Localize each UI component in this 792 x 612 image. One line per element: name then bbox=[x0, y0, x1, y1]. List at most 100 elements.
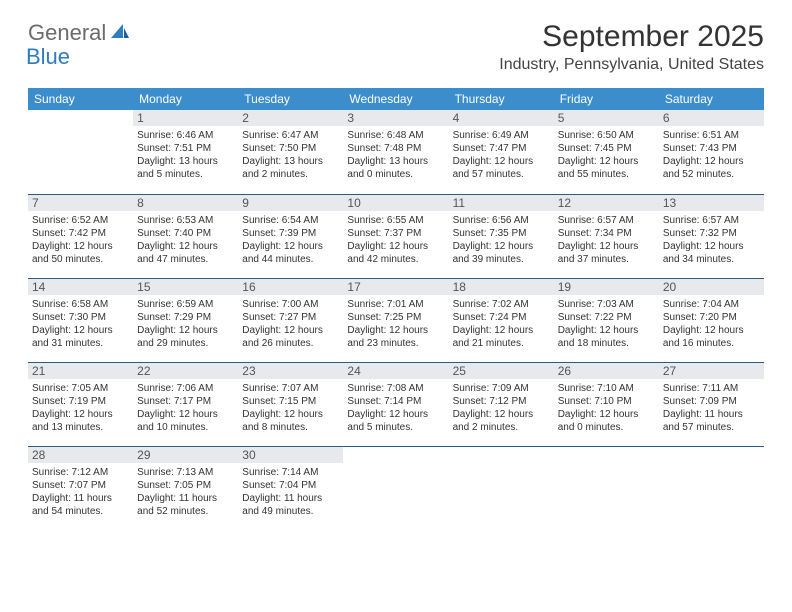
day-number: 19 bbox=[554, 279, 659, 295]
day-info: Sunrise: 7:04 AMSunset: 7:20 PMDaylight:… bbox=[663, 298, 760, 350]
day-info: Sunrise: 6:49 AMSunset: 7:47 PMDaylight:… bbox=[453, 129, 550, 181]
calendar-row: 7 Sunrise: 6:52 AMSunset: 7:42 PMDaylight… bbox=[28, 194, 764, 278]
calendar-cell: 24Sunrise: 7:08 AMSunset: 7:14 PMDayligh… bbox=[343, 362, 448, 446]
calendar-cell: 20Sunrise: 7:04 AMSunset: 7:20 PMDayligh… bbox=[659, 278, 764, 362]
calendar-cell: 27Sunrise: 7:11 AMSunset: 7:09 PMDayligh… bbox=[659, 362, 764, 446]
calendar-cell: 2Sunrise: 6:47 AMSunset: 7:50 PMDaylight… bbox=[238, 110, 343, 194]
day-number: 10 bbox=[343, 195, 448, 211]
calendar-cell: 18 Sunrise: 7:02 AMSunset: 7:24 PMDayligh… bbox=[449, 278, 554, 362]
weekday-header-row: SundayMondayTuesdayWednesdayThursdayFrid… bbox=[28, 88, 764, 110]
day-info: Sunrise: 7:12 AMSunset: 7:07 PMDaylight:… bbox=[32, 466, 129, 518]
title-block: September 2025 Industry, Pennsylvania, U… bbox=[499, 20, 764, 74]
day-info: Sunrise: 7:02 AMSunset: 7:24 PMDaylight:… bbox=[453, 298, 550, 350]
day-info: Sunrise: 7:01 AMSunset: 7:25 PMDaylight:… bbox=[347, 298, 444, 350]
location: Industry, Pennsylvania, United States bbox=[499, 56, 764, 74]
day-info: Sunrise: 7:11 AMSunset: 7:09 PMDaylight:… bbox=[663, 382, 760, 434]
weekday-header: Sunday bbox=[28, 88, 133, 110]
day-number: 1 bbox=[133, 110, 238, 126]
calendar-cell: 23 Sunrise: 7:07 AMSunset: 7:15 PMDayligh… bbox=[238, 362, 343, 446]
day-number: 4 bbox=[449, 110, 554, 126]
day-info: Sunrise: 7:09 AMSunset: 7:12 PMDaylight:… bbox=[453, 382, 550, 434]
day-info: Sunrise: 6:52 AMSunset: 7:42 PMDaylight:… bbox=[32, 214, 129, 266]
calendar-row: 28 Sunrise: 7:12 AMSunset: 7:07 PMDayligh… bbox=[28, 446, 764, 530]
calendar-cell: 28 Sunrise: 7:12 AMSunset: 7:07 PMDayligh… bbox=[28, 446, 133, 530]
day-number: 21 bbox=[28, 363, 133, 379]
header: General September 2025 Industry, Pennsyl… bbox=[28, 20, 764, 74]
calendar-cell: 6Sunrise: 6:51 AMSunset: 7:43 PMDaylight… bbox=[659, 110, 764, 194]
calendar-cell: 7 Sunrise: 6:52 AMSunset: 7:42 PMDaylight… bbox=[28, 194, 133, 278]
calendar-table: SundayMondayTuesdayWednesdayThursdayFrid… bbox=[28, 88, 764, 530]
calendar-cell: 1 Sunrise: 6:46 AMSunset: 7:51 PMDaylight… bbox=[133, 110, 238, 194]
calendar-body: 1 Sunrise: 6:46 AMSunset: 7:51 PMDaylight… bbox=[28, 110, 764, 530]
day-info: Sunrise: 7:10 AMSunset: 7:10 PMDaylight:… bbox=[558, 382, 655, 434]
calendar-cell bbox=[28, 110, 133, 194]
day-number: 8 bbox=[133, 195, 238, 211]
calendar-cell: 17 Sunrise: 7:01 AMSunset: 7:25 PMDayligh… bbox=[343, 278, 448, 362]
weekday-header: Monday bbox=[133, 88, 238, 110]
day-number: 23 bbox=[238, 363, 343, 379]
calendar-cell bbox=[659, 446, 764, 530]
calendar-cell: 9 Sunrise: 6:54 AMSunset: 7:39 PMDaylight… bbox=[238, 194, 343, 278]
weekday-header: Thursday bbox=[449, 88, 554, 110]
day-info: Sunrise: 6:46 AMSunset: 7:51 PMDaylight:… bbox=[137, 129, 234, 181]
weekday-header: Wednesday bbox=[343, 88, 448, 110]
weekday-header: Friday bbox=[554, 88, 659, 110]
day-number: 14 bbox=[28, 279, 133, 295]
calendar-cell: 14 Sunrise: 6:58 AMSunset: 7:30 PMDayligh… bbox=[28, 278, 133, 362]
day-number: 12 bbox=[554, 195, 659, 211]
logo: General bbox=[28, 20, 132, 46]
day-number: 26 bbox=[554, 363, 659, 379]
day-number: 6 bbox=[659, 110, 764, 126]
calendar-cell: 26 Sunrise: 7:10 AMSunset: 7:10 PMDayligh… bbox=[554, 362, 659, 446]
weekday-header: Saturday bbox=[659, 88, 764, 110]
month-title: September 2025 bbox=[499, 20, 764, 54]
calendar-cell: 29Sunrise: 7:13 AMSunset: 7:05 PMDayligh… bbox=[133, 446, 238, 530]
day-info: Sunrise: 7:05 AMSunset: 7:19 PMDaylight:… bbox=[32, 382, 129, 434]
calendar-cell: 10 Sunrise: 6:55 AMSunset: 7:37 PMDayligh… bbox=[343, 194, 448, 278]
calendar-cell: 30 Sunrise: 7:14 AMSunset: 7:04 PMDayligh… bbox=[238, 446, 343, 530]
day-number: 5 bbox=[554, 110, 659, 126]
day-info: Sunrise: 6:57 AMSunset: 7:32 PMDaylight:… bbox=[663, 214, 760, 266]
day-info: Sunrise: 6:48 AMSunset: 7:48 PMDaylight:… bbox=[347, 129, 444, 181]
calendar-row: 1 Sunrise: 6:46 AMSunset: 7:51 PMDaylight… bbox=[28, 110, 764, 194]
calendar-cell bbox=[554, 446, 659, 530]
day-info: Sunrise: 6:56 AMSunset: 7:35 PMDaylight:… bbox=[453, 214, 550, 266]
day-number: 9 bbox=[238, 195, 343, 211]
day-info: Sunrise: 6:53 AMSunset: 7:40 PMDaylight:… bbox=[137, 214, 234, 266]
day-number: 17 bbox=[343, 279, 448, 295]
calendar-cell: 3Sunrise: 6:48 AMSunset: 7:48 PMDaylight… bbox=[343, 110, 448, 194]
day-info: Sunrise: 7:14 AMSunset: 7:04 PMDaylight:… bbox=[242, 466, 339, 518]
calendar-cell: 22Sunrise: 7:06 AMSunset: 7:17 PMDayligh… bbox=[133, 362, 238, 446]
calendar-cell: 8 Sunrise: 6:53 AMSunset: 7:40 PMDaylight… bbox=[133, 194, 238, 278]
logo-text-blue: Blue bbox=[26, 44, 70, 69]
calendar-cell: 12 Sunrise: 6:57 AMSunset: 7:34 PMDayligh… bbox=[554, 194, 659, 278]
calendar-row: 14 Sunrise: 6:58 AMSunset: 7:30 PMDayligh… bbox=[28, 278, 764, 362]
calendar-cell: 11 Sunrise: 6:56 AMSunset: 7:35 PMDayligh… bbox=[449, 194, 554, 278]
calendar-cell: 5Sunrise: 6:50 AMSunset: 7:45 PMDaylight… bbox=[554, 110, 659, 194]
day-number: 2 bbox=[238, 110, 343, 126]
day-number: 16 bbox=[238, 279, 343, 295]
day-number: 15 bbox=[133, 279, 238, 295]
day-info: Sunrise: 6:58 AMSunset: 7:30 PMDaylight:… bbox=[32, 298, 129, 350]
day-number: 22 bbox=[133, 363, 238, 379]
day-number: 18 bbox=[449, 279, 554, 295]
day-info: Sunrise: 7:00 AMSunset: 7:27 PMDaylight:… bbox=[242, 298, 339, 350]
day-info: Sunrise: 6:55 AMSunset: 7:37 PMDaylight:… bbox=[347, 214, 444, 266]
day-number: 11 bbox=[449, 195, 554, 211]
day-info: Sunrise: 6:57 AMSunset: 7:34 PMDaylight:… bbox=[558, 214, 655, 266]
day-info: Sunrise: 6:59 AMSunset: 7:29 PMDaylight:… bbox=[137, 298, 234, 350]
day-number: 28 bbox=[28, 447, 133, 463]
day-number: 30 bbox=[238, 447, 343, 463]
calendar-cell: 16 Sunrise: 7:00 AMSunset: 7:27 PMDayligh… bbox=[238, 278, 343, 362]
day-number: 7 bbox=[28, 195, 133, 211]
day-info: Sunrise: 7:03 AMSunset: 7:22 PMDaylight:… bbox=[558, 298, 655, 350]
calendar-cell: 21 Sunrise: 7:05 AMSunset: 7:19 PMDayligh… bbox=[28, 362, 133, 446]
calendar-cell: 13 Sunrise: 6:57 AMSunset: 7:32 PMDayligh… bbox=[659, 194, 764, 278]
day-info: Sunrise: 7:08 AMSunset: 7:14 PMDaylight:… bbox=[347, 382, 444, 434]
weekday-header: Tuesday bbox=[238, 88, 343, 110]
day-number: 13 bbox=[659, 195, 764, 211]
day-info: Sunrise: 7:07 AMSunset: 7:15 PMDaylight:… bbox=[242, 382, 339, 434]
day-info: Sunrise: 6:54 AMSunset: 7:39 PMDaylight:… bbox=[242, 214, 339, 266]
calendar-row: 21 Sunrise: 7:05 AMSunset: 7:19 PMDayligh… bbox=[28, 362, 764, 446]
calendar-cell: 4 Sunrise: 6:49 AMSunset: 7:47 PMDaylight… bbox=[449, 110, 554, 194]
